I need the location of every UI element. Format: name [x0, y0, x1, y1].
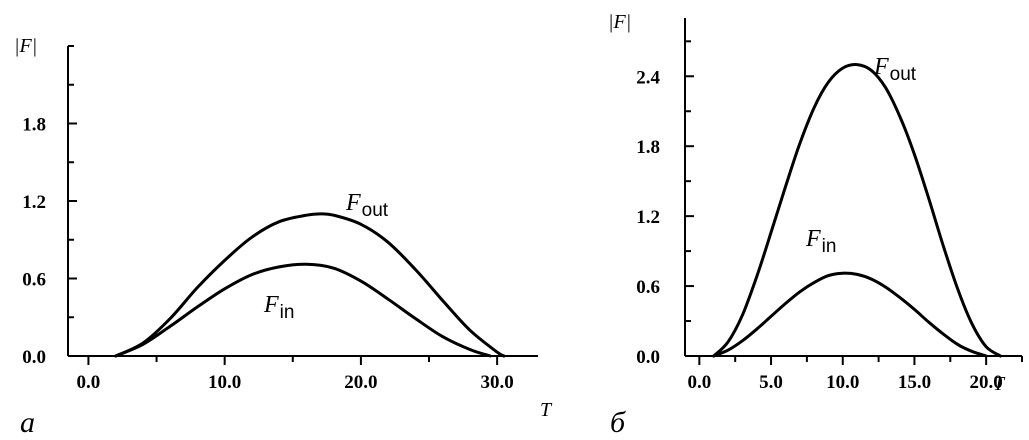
- series-label-out: Fout: [345, 190, 389, 221]
- y-tick-label: 1.2: [22, 192, 46, 213]
- x-tick-label: 20.0: [344, 372, 377, 393]
- x-tick-label: 30.0: [481, 372, 514, 393]
- x-axis-title: T: [993, 373, 1006, 395]
- y-axis-title: |F|: [14, 35, 37, 57]
- series-line-in: [114, 262, 492, 358]
- chart-panel-b: 0.0 0.6 1.2 1.8 2.4 0.0 5.0 10.0 15.0 20.0T |F| б Fo…: [608, 11, 1023, 439]
- series-line-in: [712, 271, 988, 358]
- x-tick-label: 0.0: [687, 372, 711, 393]
- series-label-in: Fin: [263, 292, 294, 323]
- chart-panel-a: 0.0 0.6 1.2 1.8 0.0 10.0 20.0 30.0 T |F| а Fout Fin: [14, 35, 553, 439]
- x-tick-label: 0.0: [77, 372, 101, 393]
- x-tick-label: 10.0: [826, 372, 859, 393]
- x-tick-label: 10.0: [208, 372, 241, 393]
- y-tick-label: 1.8: [22, 115, 46, 136]
- x-axis-title: T: [540, 399, 553, 421]
- x-tick-label: 20.0: [970, 372, 1003, 393]
- panel-label: а: [20, 406, 35, 439]
- y-tick-label: 0.6: [636, 277, 660, 298]
- y-axis-title: |F|: [608, 11, 631, 33]
- x-tick-label: 15.0: [898, 372, 931, 393]
- series-label-in: Fin: [805, 226, 836, 257]
- series-line-out: [712, 63, 1002, 358]
- y-tick-label: 0.6: [22, 270, 46, 291]
- x-tick-label: 5.0: [759, 372, 783, 393]
- y-tick-label: 0.0: [636, 347, 660, 368]
- y-tick-label: 1.8: [636, 137, 660, 158]
- y-tick-label: 2.4: [636, 67, 660, 88]
- panel-label: б: [610, 406, 626, 439]
- series-label-out: Fout: [873, 54, 917, 85]
- series-line-out: [114, 212, 506, 358]
- y-tick-label: 0.0: [22, 347, 46, 368]
- y-tick-label: 1.2: [636, 207, 660, 228]
